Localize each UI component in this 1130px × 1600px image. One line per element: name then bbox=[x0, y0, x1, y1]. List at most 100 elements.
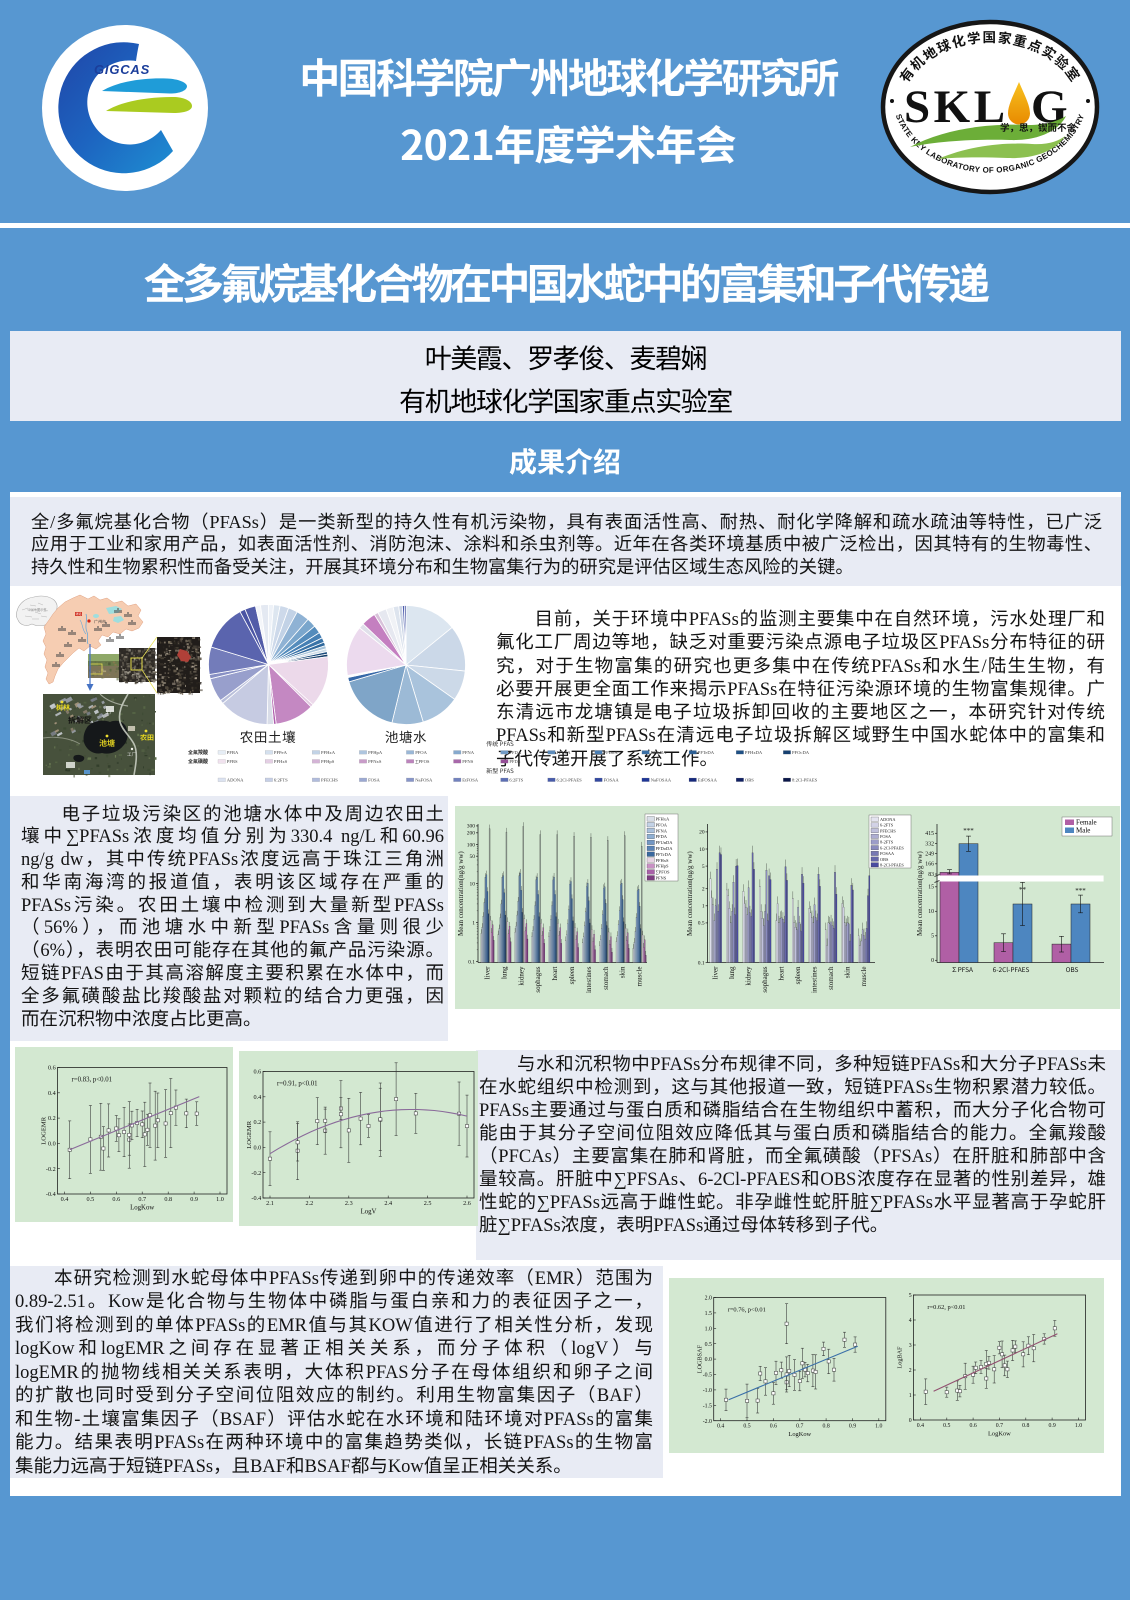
svg-text:NaFOSAA: NaFOSAA bbox=[651, 777, 672, 782]
svg-text:0.0: 0.0 bbox=[48, 1141, 56, 1148]
svg-text:PFHxDA: PFHxDA bbox=[745, 750, 763, 755]
svg-text:8-2FTS: 8-2FTS bbox=[880, 840, 894, 845]
svg-text:1: 1 bbox=[909, 1393, 912, 1399]
svg-text:Male: Male bbox=[1076, 827, 1090, 835]
svg-text:PFDoDA: PFDoDA bbox=[656, 846, 674, 851]
svg-text:8-2Cl-PFAES: 8-2Cl-PFAES bbox=[880, 863, 904, 868]
svg-text:∑PFSA: ∑PFSA bbox=[951, 964, 973, 974]
svg-text:PFTeDA: PFTeDA bbox=[698, 750, 715, 755]
svg-text:PFNxS: PFNxS bbox=[368, 759, 382, 764]
svg-text:SKL: SKL bbox=[904, 81, 1009, 133]
svg-text:stomach: stomach bbox=[827, 966, 835, 990]
svg-text:0.1: 0.1 bbox=[468, 959, 475, 965]
svg-text:3: 3 bbox=[909, 1343, 912, 1349]
svg-text:LOGBSAF: LOGBSAF bbox=[697, 1344, 704, 1373]
svg-text:1: 1 bbox=[702, 904, 705, 910]
svg-text:LOGEMR: LOGEMR bbox=[41, 1116, 48, 1144]
svg-text:sophagus: sophagus bbox=[534, 966, 542, 992]
svg-text:ADONA: ADONA bbox=[880, 817, 896, 822]
svg-text:PFDS: PFDS bbox=[509, 759, 520, 764]
svg-text:intestines: intestines bbox=[811, 966, 819, 993]
svg-text:4: 4 bbox=[909, 1318, 912, 1324]
svg-text:0.5: 0.5 bbox=[698, 921, 705, 927]
svg-text:-0.4: -0.4 bbox=[251, 1195, 261, 1202]
svg-text:0.6: 0.6 bbox=[112, 1196, 120, 1203]
svg-text:***: *** bbox=[1075, 887, 1086, 895]
svg-text:PFHpS: PFHpS bbox=[321, 759, 335, 764]
svg-text:heart: heart bbox=[551, 966, 559, 980]
svg-text:0.7: 0.7 bbox=[796, 1424, 803, 1430]
svg-text:0.5: 0.5 bbox=[943, 1423, 950, 1429]
svg-text:PFUdA: PFUdA bbox=[557, 750, 572, 755]
svg-text:PFBA: PFBA bbox=[227, 750, 239, 755]
svg-text:2.6: 2.6 bbox=[463, 1200, 471, 1207]
svg-text:166: 166 bbox=[925, 862, 934, 868]
svg-text:100: 100 bbox=[467, 842, 476, 848]
svg-text:PFNA: PFNA bbox=[656, 828, 668, 833]
svg-text:-0.4: -0.4 bbox=[46, 1191, 56, 1198]
svg-text:-0.2: -0.2 bbox=[46, 1166, 56, 1173]
svg-text:OBS: OBS bbox=[1066, 964, 1079, 974]
svg-text:LogKow: LogKow bbox=[788, 1431, 811, 1438]
svg-text:intestines: intestines bbox=[585, 966, 593, 993]
svg-text:PFTrDA: PFTrDA bbox=[651, 750, 668, 755]
svg-text:广州市: 广州市 bbox=[94, 619, 106, 624]
svg-text:r=0.83, p<0.01: r=0.83, p<0.01 bbox=[72, 1077, 113, 1084]
svg-text:liver: liver bbox=[484, 966, 492, 979]
svg-text:2.2: 2.2 bbox=[306, 1200, 314, 1207]
svg-text:0.9: 0.9 bbox=[1048, 1423, 1055, 1429]
svg-text:NaFOSA: NaFOSA bbox=[415, 777, 433, 782]
svg-text:-0.5: -0.5 bbox=[703, 1373, 712, 1379]
svg-text:0.6: 0.6 bbox=[770, 1424, 777, 1430]
svg-text:EtFOSA: EtFOSA bbox=[462, 777, 479, 782]
svg-text:GIGCAS: GIGCAS bbox=[94, 62, 150, 77]
svg-text:农田土壤: 农田土壤 bbox=[240, 726, 296, 746]
svg-text:8:2Cl-PFAES: 8:2Cl-PFAES bbox=[792, 777, 818, 782]
svg-text:300: 300 bbox=[467, 824, 476, 830]
svg-text:FOSA: FOSA bbox=[368, 777, 380, 782]
svg-text:332: 332 bbox=[925, 841, 934, 847]
svg-text:传统 PFAS: 传统 PFAS bbox=[486, 739, 514, 748]
svg-text:0.8: 0.8 bbox=[1022, 1423, 1029, 1429]
svg-text:15: 15 bbox=[928, 885, 934, 891]
svg-text:Mean concentration(ng/g ww): Mean concentration(ng/g ww) bbox=[916, 851, 924, 936]
svg-text:PFECHS: PFECHS bbox=[880, 828, 896, 833]
svg-text:0.2: 0.2 bbox=[48, 1115, 56, 1122]
svg-text:0.9: 0.9 bbox=[849, 1424, 856, 1430]
svg-text:LogBAF: LogBAF bbox=[896, 1346, 903, 1369]
svg-text:0.5: 0.5 bbox=[705, 1342, 712, 1348]
svg-text:6:2FTS: 6:2FTS bbox=[509, 777, 523, 782]
svg-text:PFDA: PFDA bbox=[656, 834, 668, 839]
svg-text:1.0: 1.0 bbox=[216, 1196, 224, 1203]
svg-text:liver: liver bbox=[712, 966, 720, 979]
svg-text:新型 PFAS: 新型 PFAS bbox=[486, 766, 514, 775]
svg-text:PFNA: PFNA bbox=[462, 750, 474, 755]
svg-text:0.7: 0.7 bbox=[138, 1196, 146, 1203]
svg-text:0.9: 0.9 bbox=[190, 1196, 198, 1203]
svg-text:0.5: 0.5 bbox=[87, 1196, 95, 1203]
svg-text:池塘: 池塘 bbox=[99, 738, 115, 749]
svg-text:1.0: 1.0 bbox=[1075, 1423, 1082, 1429]
svg-text:PFHxS: PFHxS bbox=[656, 858, 670, 863]
svg-text:PFDA: PFDA bbox=[509, 750, 521, 755]
svg-text:0.6: 0.6 bbox=[969, 1423, 976, 1429]
svg-text:skin: skin bbox=[844, 966, 852, 978]
svg-text:0: 0 bbox=[931, 958, 934, 964]
svg-text:Mean concentration(ng/g ww): Mean concentration(ng/g ww) bbox=[457, 851, 465, 936]
svg-text:10: 10 bbox=[470, 881, 476, 887]
svg-text:PFNS: PFNS bbox=[462, 759, 473, 764]
svg-text:1: 1 bbox=[472, 920, 475, 926]
svg-text:PFTrDA: PFTrDA bbox=[656, 852, 672, 857]
svg-text:树林: 树林 bbox=[56, 703, 70, 713]
svg-text:0.8: 0.8 bbox=[822, 1424, 829, 1430]
svg-text:全氟磺酸: 全氟磺酸 bbox=[188, 758, 209, 765]
svg-text:PFDoA: PFDoA bbox=[604, 750, 619, 755]
svg-text:6:2FTS: 6:2FTS bbox=[274, 777, 288, 782]
svg-text:***: *** bbox=[963, 827, 974, 835]
svg-text:kidney: kidney bbox=[745, 966, 753, 986]
svg-text:0: 0 bbox=[909, 1418, 912, 1424]
svg-text:2: 2 bbox=[702, 887, 705, 893]
svg-text:5: 5 bbox=[702, 864, 705, 870]
svg-text:0.5: 0.5 bbox=[743, 1424, 750, 1430]
svg-text:-0.2: -0.2 bbox=[251, 1170, 261, 1177]
